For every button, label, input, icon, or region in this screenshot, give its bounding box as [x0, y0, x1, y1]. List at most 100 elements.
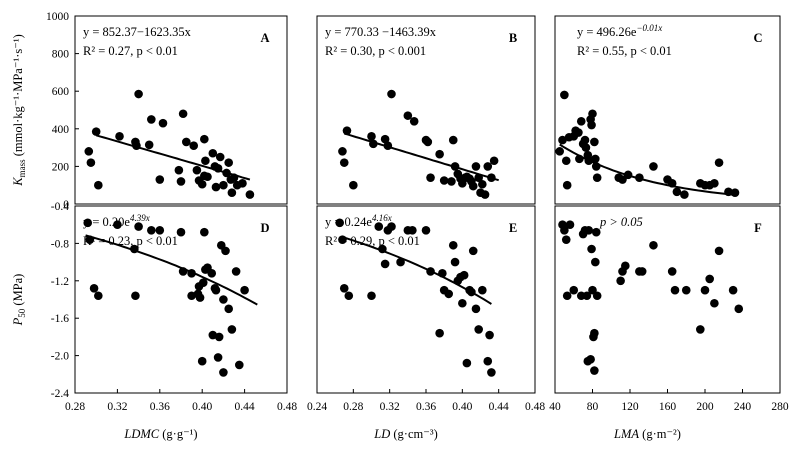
data-point [439, 176, 449, 185]
panel-label: E [509, 221, 517, 235]
x-axis-title: LMA (g·m⁻²) [613, 427, 681, 441]
data-point [680, 190, 689, 199]
data-point [681, 285, 691, 295]
data-point [580, 135, 590, 145]
data-point [189, 141, 199, 151]
data-point [211, 182, 221, 192]
data-point [200, 134, 209, 144]
data-point [667, 267, 677, 276]
x-tick-label: 40 [549, 401, 561, 413]
x-tick-label: 0.36 [416, 401, 436, 413]
data-point [480, 190, 490, 199]
data-point [339, 158, 349, 167]
panel-D: -2.4 -2.0 -1.6 -1.2 -0.8 -0.4 0.28 0.32 0.36 0.40… [11, 201, 297, 441]
data-point [618, 175, 627, 184]
data-point [203, 172, 212, 182]
y-axis-title: P50 (MPa) [11, 274, 27, 327]
data-point [591, 162, 601, 171]
x-tick-label: 0.44 [235, 401, 255, 413]
data-point [478, 179, 487, 189]
data-point [734, 304, 744, 314]
data-point [587, 120, 596, 130]
x-axis-title: LD (g·cm⁻³) [373, 427, 437, 441]
data-point [575, 154, 584, 164]
data-point [213, 353, 223, 362]
equation-line2: R² = 0.30, p < 0.001 [325, 44, 426, 58]
data-point [590, 328, 599, 338]
data-point [438, 269, 447, 278]
data-point [176, 227, 186, 237]
data-point [590, 366, 599, 375]
equation-line1: p > 0.05 [599, 215, 643, 229]
y-tick-label: 1000 [46, 11, 69, 23]
data-point [730, 188, 740, 198]
data-point [369, 139, 378, 149]
equation-line2: R² = 0.27, p < 0.01 [83, 44, 178, 58]
equation-line2: R² = 0.23, p < 0.01 [83, 234, 178, 248]
data-point [387, 89, 396, 99]
data-point [635, 173, 644, 182]
data-point [487, 368, 496, 377]
x-tick-label: 0.32 [380, 401, 400, 413]
panel-frame [74, 15, 288, 205]
panel-label: F [754, 221, 762, 235]
data-point [581, 143, 591, 152]
data-point [338, 235, 347, 244]
data-point [483, 162, 493, 171]
y-tick-label: -1.6 [51, 313, 69, 325]
data-point [378, 244, 387, 254]
panel-frame [316, 15, 536, 205]
data-point [447, 177, 456, 186]
data-point [132, 141, 141, 151]
data-point [383, 141, 393, 151]
data-point [592, 291, 602, 301]
data-point [426, 173, 435, 182]
data-point [474, 173, 483, 182]
data-point [197, 356, 207, 366]
x-tick-label: 0.36 [150, 401, 170, 413]
data-point [574, 128, 583, 137]
data-point [592, 173, 602, 182]
data-point [728, 285, 738, 295]
data-point [560, 90, 569, 100]
equation-line2: R² = 0.29, p < 0.01 [325, 234, 420, 248]
data-point [561, 156, 571, 166]
data-point [227, 188, 237, 198]
x-tick-label: 0.48 [525, 401, 545, 413]
data-point [147, 115, 156, 124]
panel-E: 0.24 0.28 0.32 0.36 0.40 0.44 0.48 y = 0.24e4.1… [307, 205, 545, 441]
data-point [409, 116, 419, 126]
data-point [478, 285, 487, 295]
data-point [705, 274, 714, 284]
data-point [178, 109, 188, 119]
data-point [448, 240, 458, 250]
data-point [426, 267, 435, 276]
data-point [155, 226, 165, 235]
data-point [616, 276, 625, 286]
fit-line [344, 132, 499, 182]
data-point [584, 226, 594, 235]
data-point [238, 179, 247, 188]
data-point [84, 147, 94, 156]
y-tick-label: 600 [52, 86, 70, 98]
data-point [367, 132, 376, 141]
x-tick-label: 0.28 [343, 401, 363, 413]
panel-frame [74, 205, 288, 394]
data-point [587, 244, 596, 254]
data-point [227, 325, 237, 334]
y-tick-label: 800 [52, 49, 70, 61]
data-point [134, 222, 143, 231]
data-point [94, 180, 103, 190]
data-point [421, 226, 431, 235]
data-point [569, 285, 579, 295]
data-point [342, 126, 352, 135]
data-point [487, 173, 496, 182]
x-tick-label: 0.48 [277, 401, 297, 413]
data-point [672, 187, 682, 197]
data-point [207, 269, 217, 278]
data-point [560, 226, 569, 235]
data-point [176, 177, 186, 186]
y-tick-label: -0.4 [51, 201, 69, 213]
data-point [195, 293, 205, 302]
data-point [591, 257, 600, 267]
